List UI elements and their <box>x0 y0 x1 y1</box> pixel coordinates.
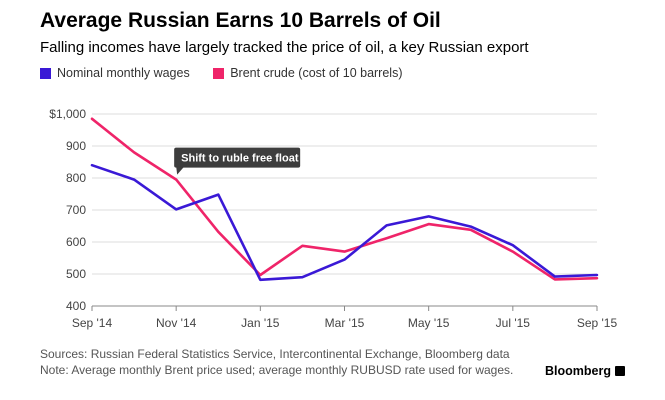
annotation-box <box>174 147 301 168</box>
source-text: Sources: Russian Federal Statistics Serv… <box>40 347 510 361</box>
legend-label-brent: Brent crude (cost of 10 barrels) <box>230 66 403 80</box>
y-tick-label: 900 <box>66 139 86 153</box>
legend-swatch-brent <box>213 67 225 79</box>
chart-subtitle: Falling incomes have largely tracked the… <box>40 39 529 56</box>
chart-title: Average Russian Earns 10 Barrels of Oil <box>40 9 441 32</box>
x-tick-label: Mar '15 <box>325 316 365 330</box>
note-text: Note: Average monthly Brent price used; … <box>40 363 514 377</box>
legend-swatch-nominal <box>40 67 51 79</box>
legend-item-nominal: Nominal monthly wages <box>40 66 190 80</box>
y-tick-label: $1,000 <box>49 107 86 121</box>
annotation-callout: Shift to ruble free float <box>174 147 301 175</box>
brand-name: Bloomberg <box>545 364 611 378</box>
legend-label-nominal: Nominal monthly wages <box>57 66 190 80</box>
series-line-brent <box>90 117 599 281</box>
x-tick-label: Jul '15 <box>496 316 531 330</box>
x-tick-label: Sep '15 <box>577 316 618 330</box>
legend-item-brent: Brent crude (cost of 10 barrels) <box>213 66 402 80</box>
y-tick-label: 800 <box>66 171 86 185</box>
annotation-label: Shift to ruble free float <box>181 153 299 165</box>
legend: Nominal monthly wages Brent crude (cost … <box>40 66 422 82</box>
source-notes: Sources: Russian Federal Statistics Serv… <box>40 346 513 378</box>
bloomberg-logo-icon <box>615 366 625 376</box>
x-tick-label: Jan '15 <box>241 316 280 330</box>
x-tick-label: Nov '14 <box>156 316 197 330</box>
y-tick-label: 500 <box>66 267 86 281</box>
x-tick-label: May '15 <box>408 316 450 330</box>
series-line-nominal <box>90 163 599 282</box>
annotation-pointer <box>176 166 185 175</box>
y-tick-label: 600 <box>66 235 86 249</box>
brand-logo: Bloomberg <box>545 364 625 378</box>
y-tick-label: 400 <box>66 299 86 313</box>
y-tick-label: 700 <box>66 203 86 217</box>
x-tick-label: Sep '14 <box>72 316 113 330</box>
